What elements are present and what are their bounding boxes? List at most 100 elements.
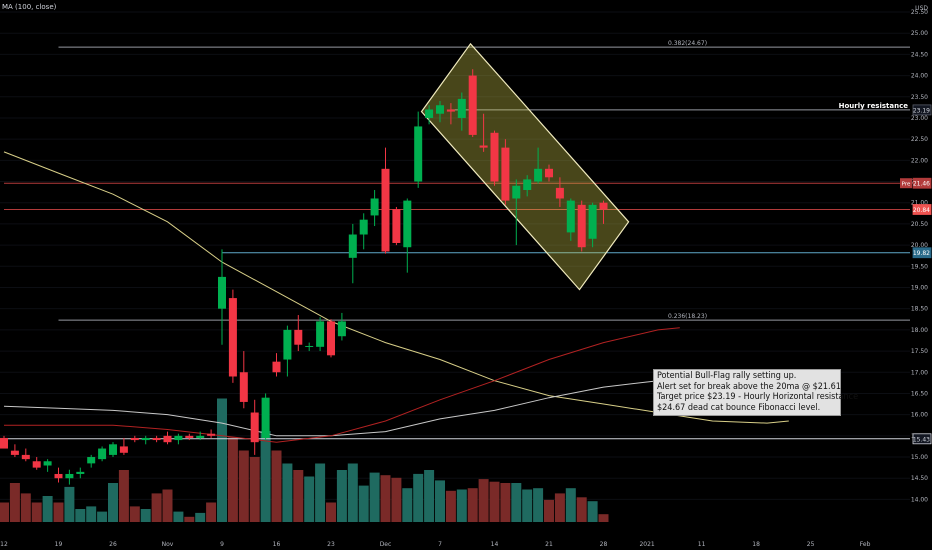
candle-body — [196, 435, 205, 438]
candle — [577, 200, 586, 252]
volume-bar — [217, 398, 227, 522]
axis-tick-label: 22.50 — [911, 136, 928, 143]
time-tick-label: 11 — [698, 541, 706, 548]
price-tag-text: 23.19 — [913, 107, 930, 114]
volume-bar — [282, 463, 293, 522]
candle-body — [65, 473, 74, 479]
volume-bar — [271, 450, 282, 522]
time-tick-label: 7 — [438, 541, 442, 548]
candle-body — [43, 461, 52, 466]
volume-bar — [227, 437, 238, 522]
candle — [21, 448, 30, 462]
volume-bar — [467, 488, 478, 522]
indicator-label[interactable]: MA (100, close) — [2, 3, 57, 11]
volume-bar — [195, 512, 206, 522]
candle-body — [490, 132, 499, 182]
volume-bar — [326, 502, 336, 522]
candle-body — [446, 109, 455, 112]
axis-tick-label: 25.00 — [911, 30, 928, 37]
candle-body — [566, 200, 575, 233]
volume-bar — [293, 470, 304, 522]
candle — [250, 399, 259, 455]
candle — [163, 431, 172, 445]
price-tag-box — [912, 104, 932, 116]
moving-average-line — [3, 376, 680, 437]
volume-bar — [97, 511, 108, 522]
volume-bar — [544, 499, 554, 522]
axis-tick-label: 23.00 — [911, 115, 928, 122]
candle — [512, 179, 521, 246]
time-tick-label: 9 — [220, 541, 224, 548]
price-tag-box — [912, 247, 932, 259]
candle-body — [436, 105, 444, 114]
candle — [283, 325, 292, 377]
volume-bar — [64, 486, 75, 522]
candle-body — [141, 437, 150, 441]
candle — [207, 429, 216, 438]
candle — [566, 198, 575, 241]
candle — [457, 92, 466, 131]
volume-bar — [380, 475, 391, 522]
axis-tick-label: 14.50 — [911, 475, 928, 482]
axis-tick-label: 24.00 — [911, 73, 928, 80]
candle-body — [479, 145, 488, 148]
volume-bar — [391, 477, 402, 522]
volume-bar — [478, 479, 489, 522]
candle — [348, 223, 357, 284]
candle-body — [577, 204, 586, 248]
candle — [523, 175, 532, 197]
annotation-note[interactable]: Potential Bull-Flag rally setting up. Al… — [653, 369, 858, 417]
time-tick-label: 2021 — [639, 541, 654, 548]
volume-bar — [140, 509, 151, 522]
axis-tick-label: 23.50 — [911, 94, 928, 101]
annotation-line: Potential Bull-Flag rally setting up. — [657, 371, 797, 381]
volume-bar — [554, 493, 565, 522]
volume-bar — [86, 506, 97, 522]
axis-tick-label: 17.00 — [911, 369, 928, 376]
grid — [0, 11, 910, 500]
volume-bar — [576, 497, 587, 522]
candle-body — [250, 412, 259, 443]
candle — [381, 147, 390, 254]
time-tick-label: Nov — [162, 541, 174, 548]
candle — [316, 317, 325, 352]
axis-tick-label: 16.00 — [911, 412, 928, 419]
price-tag-text: 21.46 — [913, 181, 930, 188]
volume-bar — [42, 496, 53, 522]
price-axis-bg — [912, 0, 932, 550]
volume-bar — [260, 431, 271, 522]
candle — [490, 130, 499, 186]
volume-bar — [369, 472, 380, 522]
candle — [10, 444, 19, 458]
candles — [0, 69, 608, 485]
price-tag-box — [912, 433, 932, 445]
volume-bar — [129, 506, 140, 522]
candle — [414, 111, 423, 188]
candle-body — [414, 126, 423, 182]
time-tick-label: 26 — [109, 541, 117, 548]
candle-body — [370, 198, 379, 216]
price-tag: 15.43 — [912, 433, 932, 445]
time-tick-label: 28 — [600, 541, 608, 548]
candle-body — [174, 435, 183, 441]
candle — [87, 454, 96, 468]
volume-bar — [533, 488, 544, 522]
candle — [272, 353, 281, 377]
volume-bar — [315, 463, 326, 522]
horizontal-levels: 0.382(24.67) Hourly resistance 0.236(18.23… — [4, 40, 910, 440]
candle — [555, 177, 564, 207]
volume-bar — [598, 514, 609, 522]
axis-tick-label: 24.50 — [911, 51, 928, 58]
price-axis: USD14.0014.5015.0015.5016.0016.5017.0017… — [911, 0, 932, 550]
volume-bar — [456, 489, 467, 522]
candle-body — [54, 473, 63, 479]
candle — [185, 433, 194, 441]
candle — [54, 467, 63, 483]
annotation-line: Alert set for break above the 20ma @ $21… — [657, 381, 841, 392]
axis-tick-label: 20.00 — [911, 242, 928, 249]
candle-body — [283, 329, 292, 360]
volume-bar — [0, 502, 9, 522]
candle — [43, 459, 52, 472]
price-tag-text: 20.84 — [913, 207, 930, 214]
